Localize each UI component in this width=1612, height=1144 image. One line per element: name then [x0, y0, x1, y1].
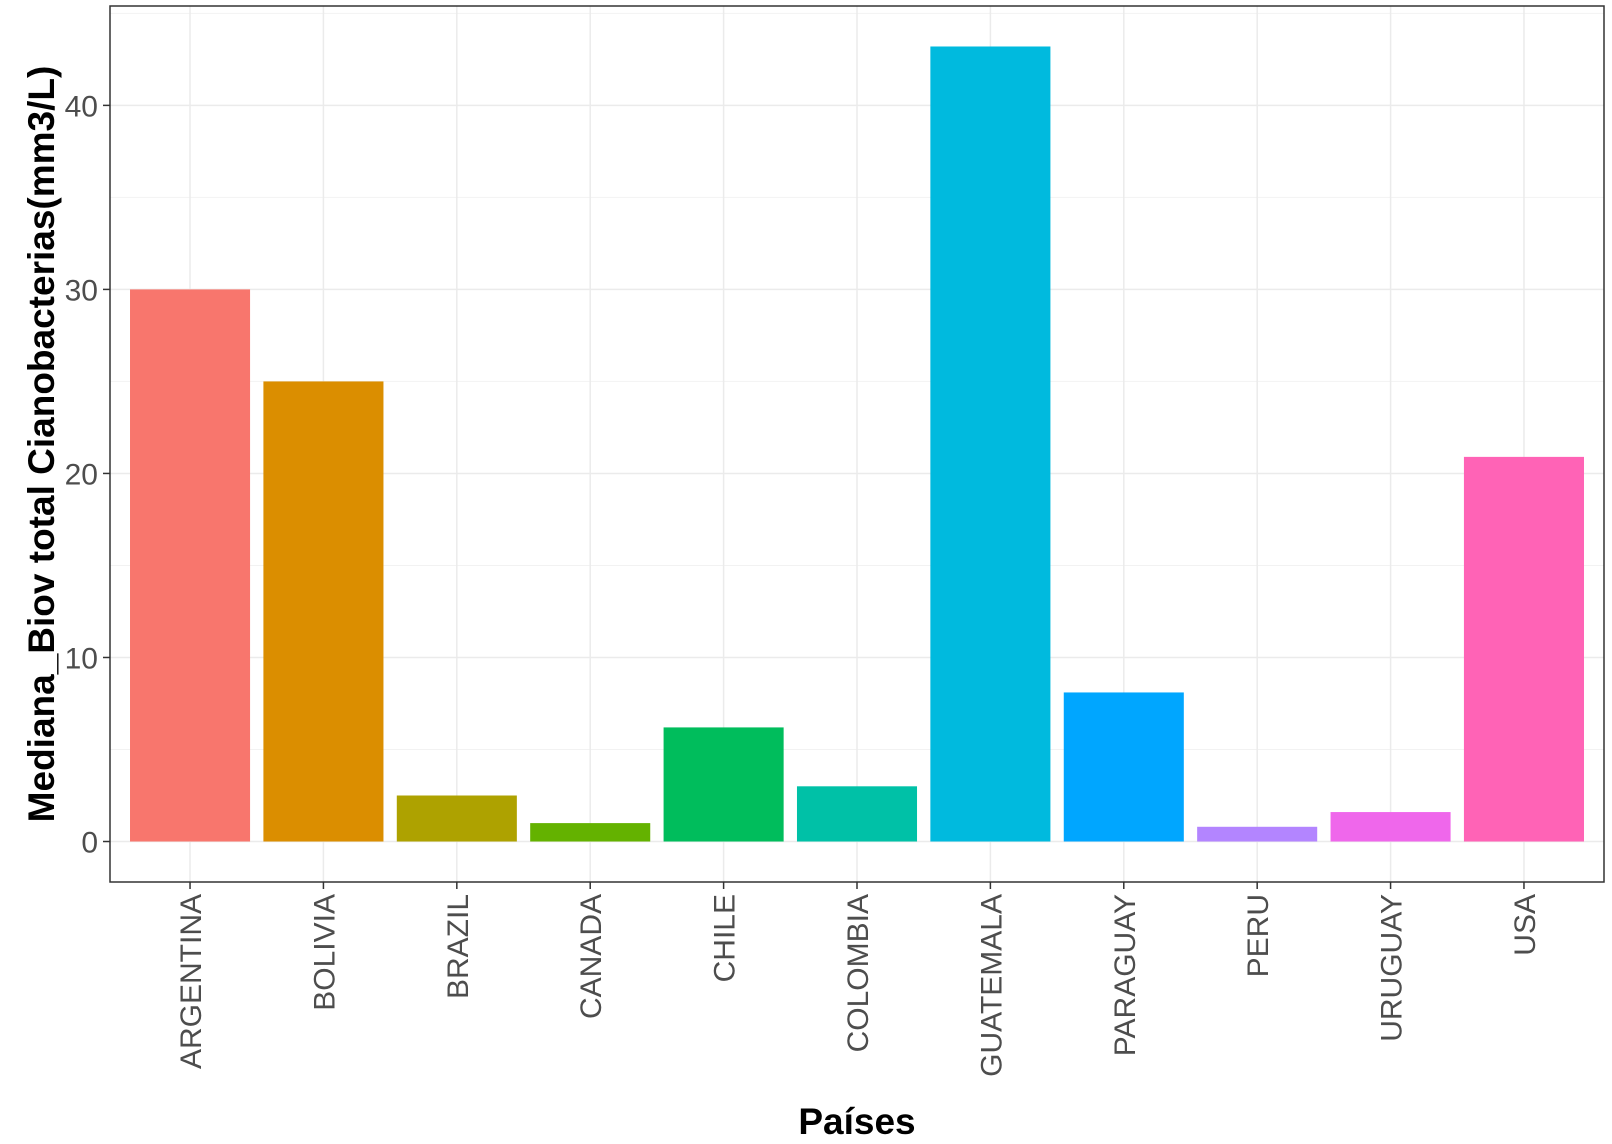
y-axis-title: Mediana_Biov total Cianobacterias(mm3/L) [21, 66, 62, 823]
bar-argentina [130, 289, 251, 842]
bar-chile [663, 727, 784, 842]
y-tick-label: 20 [65, 458, 98, 491]
y-tick-label: 40 [65, 90, 98, 123]
bar-bolivia [263, 381, 384, 842]
bar-brazil [396, 795, 517, 842]
axes: 0 10 20 30 40 ARGENTINA BOLIVIA BRAZIL CANADA CHI… [65, 90, 1542, 1076]
x-tick-label: GUATEMALA [975, 894, 1008, 1077]
x-tick-label: USA [1509, 894, 1542, 956]
y-tick-label: 0 [81, 827, 98, 860]
bar-paraguay [1063, 692, 1184, 842]
x-tick-label: PERU [1242, 894, 1275, 977]
x-tick-label: BOLIVIA [308, 894, 341, 1011]
x-tick-label: BRAZIL [442, 894, 475, 999]
x-axis-title: Países [798, 1101, 915, 1142]
bar-canada [530, 823, 651, 842]
x-tick-label: ARGENTINA [175, 894, 208, 1069]
x-tick-label: CHILE [709, 894, 742, 982]
bar-guatemala [930, 46, 1051, 842]
bar-uruguay [1330, 812, 1451, 842]
x-tick-label: PARAGUAY [1109, 894, 1142, 1056]
bar-usa [1463, 456, 1584, 842]
y-tick-label: 10 [65, 642, 98, 675]
bar-peru [1197, 826, 1318, 842]
bars [130, 46, 1584, 842]
x-tick-label: COLOMBIA [842, 894, 875, 1052]
y-tick-label: 30 [65, 274, 98, 307]
bar-colombia [796, 786, 918, 842]
x-tick-label: CANADA [575, 894, 608, 1019]
x-tick-label: URUGUAY [1376, 894, 1409, 1042]
